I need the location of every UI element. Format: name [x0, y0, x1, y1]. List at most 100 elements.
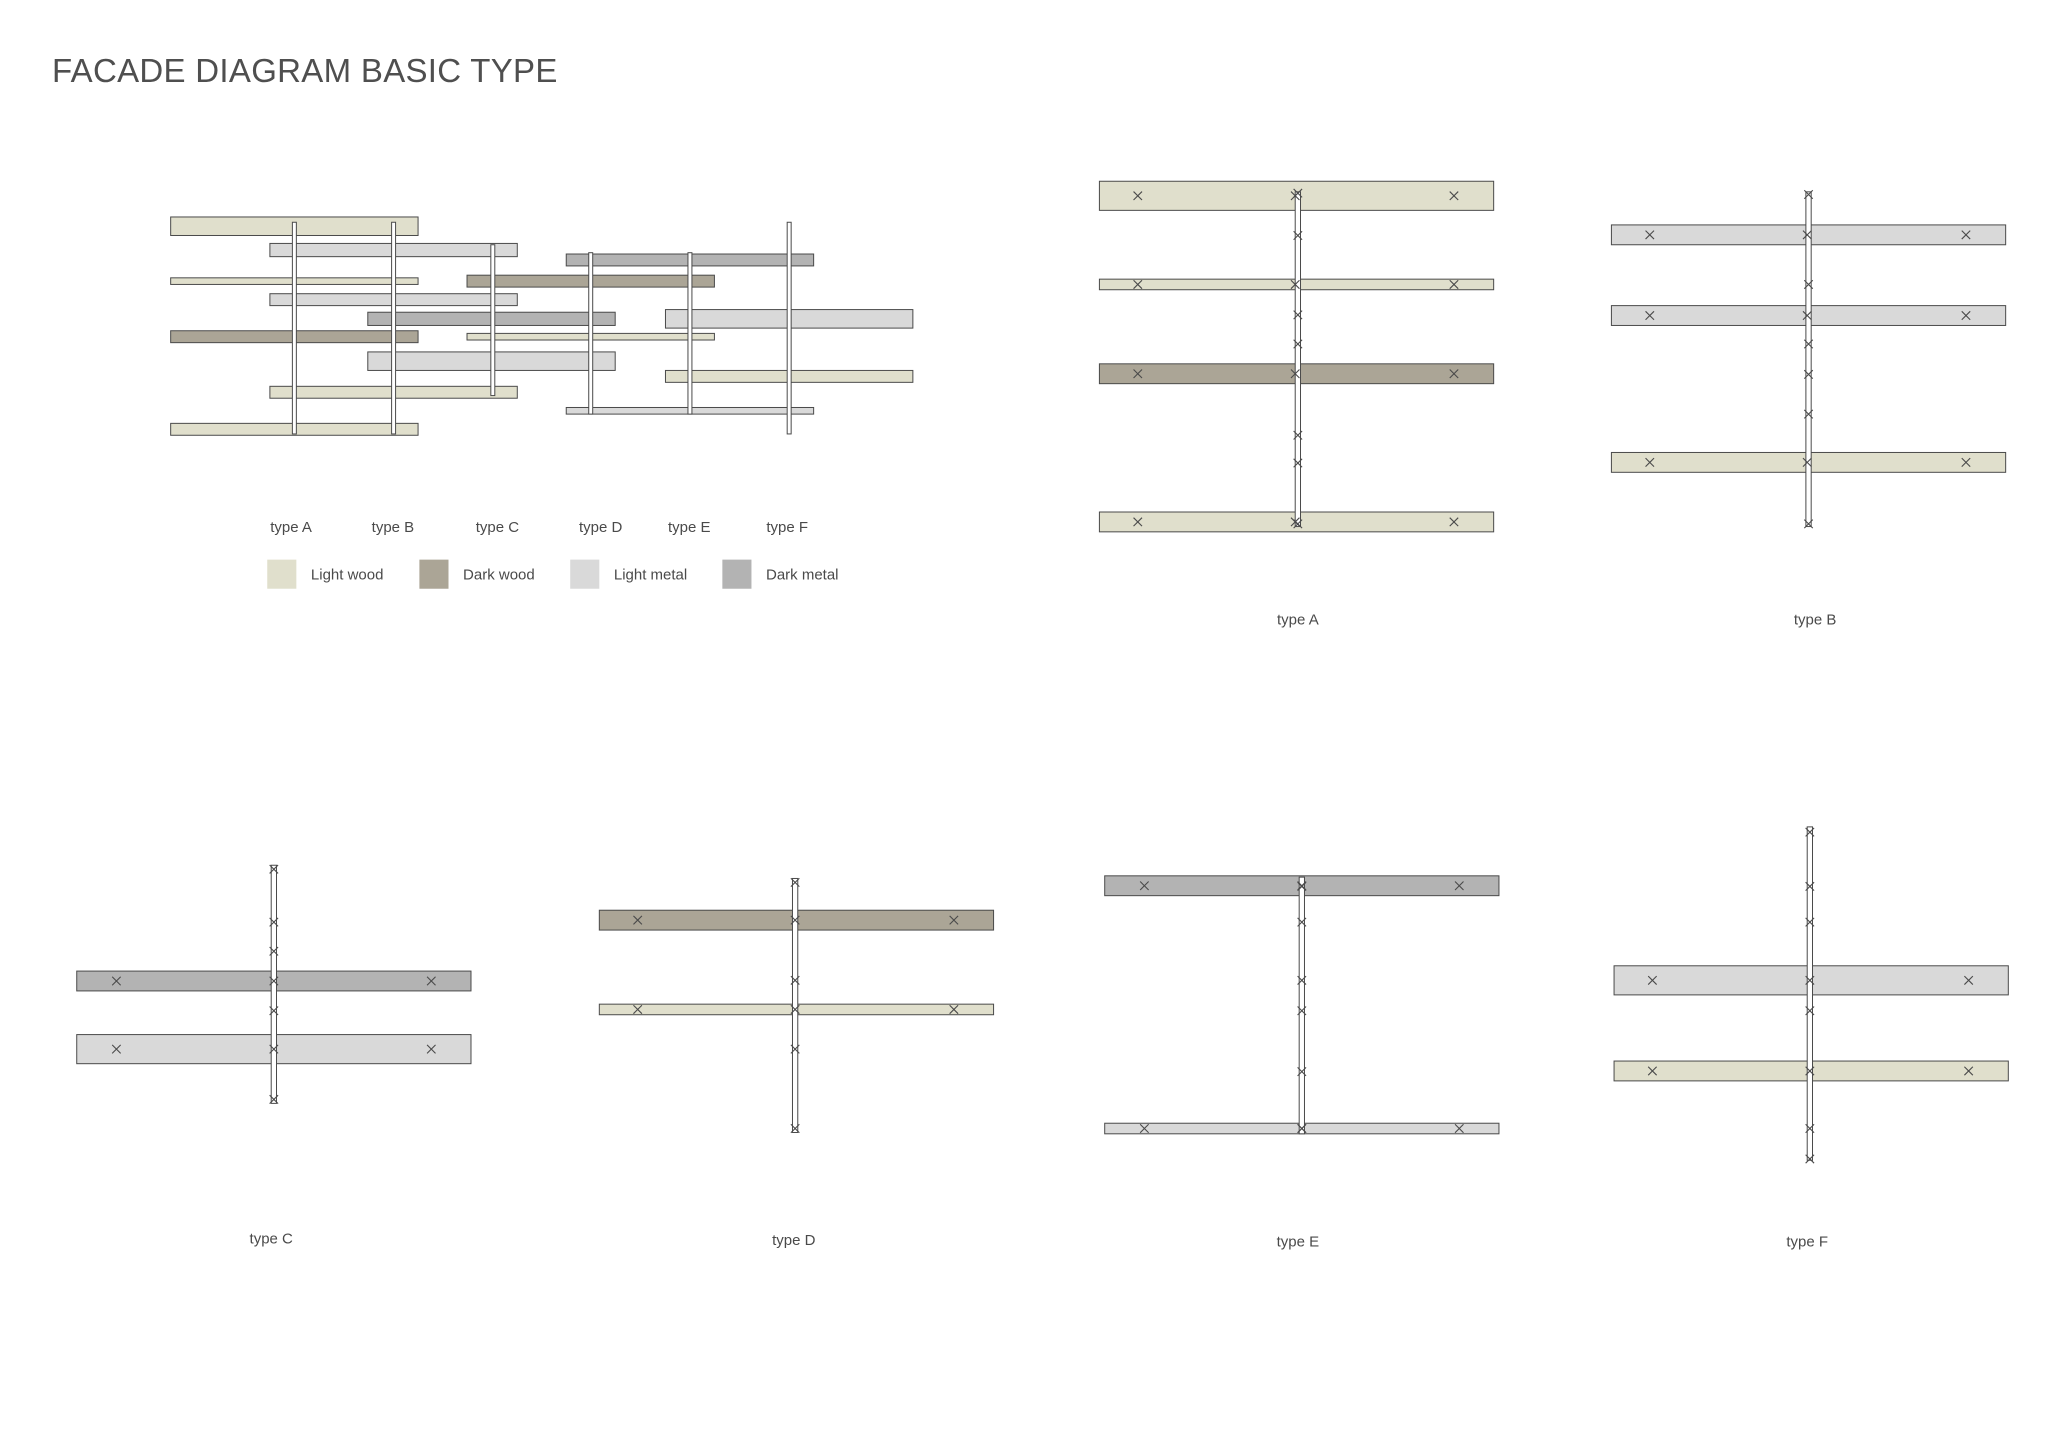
fastener-x-mark — [1133, 369, 1143, 379]
fastener-x-mark — [1293, 458, 1303, 468]
fastener-x-mark — [1645, 457, 1655, 468]
legend-label: Dark wood — [463, 566, 535, 583]
detail-post — [1294, 191, 1302, 528]
overview-type-labels: type A type B type C type D type E type F — [270, 519, 808, 536]
fastener-x-mark — [1802, 310, 1812, 321]
legend-swatch — [570, 559, 600, 589]
fastener-x-mark — [1449, 191, 1459, 201]
overview-post — [687, 252, 693, 415]
fastener-x-mark — [1293, 430, 1303, 440]
fastener-x-mark — [1133, 279, 1143, 290]
fastener-x-mark — [1805, 1066, 1815, 1076]
fastener-x-mark — [1647, 1066, 1658, 1076]
fastener-x-mark — [1454, 881, 1464, 891]
detail-type-b: type B — [1610, 189, 2007, 628]
fastener-x-mark — [269, 976, 279, 986]
legend-item-light-metal: Light metal — [570, 559, 687, 589]
fastener-x-mark — [269, 1044, 279, 1054]
fastener-x-mark — [1449, 369, 1459, 379]
fastener-x-mark — [1293, 230, 1303, 241]
page-title: FACADE DIAGRAM BASIC TYPE — [52, 52, 558, 89]
detail-type-label: type D — [772, 1232, 816, 1249]
overview-post — [786, 221, 792, 435]
fastener-x-mark — [1803, 409, 1814, 419]
legend-label: Dark metal — [766, 566, 839, 583]
fastener-x-mark — [1449, 279, 1459, 290]
fastener-x-mark — [1645, 310, 1655, 321]
detail-type-label: type F — [1786, 1233, 1828, 1250]
fastener-x-mark — [1449, 517, 1459, 527]
fastener-x-mark — [1805, 917, 1815, 927]
overview-diagram — [170, 216, 914, 436]
fastener-x-mark — [949, 1004, 959, 1015]
detail-type-d: type D — [598, 877, 995, 1249]
fastener-x-mark — [1139, 881, 1150, 891]
fastener-x-mark — [1961, 457, 1971, 468]
detail-type-label: type C — [250, 1231, 294, 1248]
overview-type-label: type E — [668, 519, 711, 536]
fastener-x-mark — [1802, 230, 1812, 240]
legend-item-dark-metal: Dark metal — [722, 559, 839, 589]
fastener-x-mark — [1963, 975, 1974, 985]
fastener-x-mark — [1647, 975, 1658, 985]
fastener-x-mark — [1290, 279, 1300, 290]
fastener-x-mark — [1297, 1123, 1307, 1134]
fastener-x-mark — [1297, 917, 1307, 927]
fastener-x-mark — [1802, 457, 1812, 468]
fastener-x-mark — [1805, 1123, 1815, 1134]
fastener-x-mark — [790, 975, 800, 985]
fastener-x-mark — [1803, 519, 1814, 529]
fastener-x-mark — [1803, 189, 1814, 200]
fastener-x-mark — [111, 976, 122, 986]
fastener-x-mark — [269, 917, 279, 927]
fastener-x-mark — [1133, 191, 1143, 201]
fastener-x-mark — [269, 1094, 279, 1105]
fastener-x-mark — [1297, 881, 1307, 892]
detail-type-e: type E — [1104, 875, 1500, 1250]
fastener-x-mark — [790, 915, 800, 925]
fastener-x-mark — [269, 1006, 279, 1016]
fastener-x-mark — [1293, 339, 1303, 349]
fastener-x-mark — [1454, 1123, 1464, 1134]
fastener-x-mark — [269, 864, 279, 874]
fastener-x-mark — [1293, 310, 1303, 320]
fastener-x-mark — [1297, 975, 1307, 985]
overview-post — [588, 252, 594, 415]
fastener-x-mark — [790, 1004, 800, 1015]
fastener-x-mark — [269, 946, 279, 956]
fastener-x-mark — [1805, 1006, 1815, 1016]
detail-post — [1805, 191, 1812, 528]
overview-type-label: type F — [766, 519, 808, 536]
fastener-x-mark — [1290, 369, 1300, 379]
overview-post — [490, 244, 496, 397]
overview-type-label: type D — [579, 519, 623, 536]
fastener-x-mark — [1293, 519, 1303, 529]
detail-type-label: type B — [1794, 611, 1837, 628]
fastener-x-mark — [790, 1123, 800, 1134]
fastener-x-mark — [1803, 339, 1814, 349]
fastener-x-mark — [633, 1004, 643, 1015]
fastener-x-mark — [1293, 188, 1303, 198]
fastener-x-mark — [1805, 1154, 1815, 1164]
fastener-x-mark — [1961, 310, 1971, 321]
overview-type-label: type C — [476, 519, 520, 536]
fastener-x-mark — [426, 1044, 436, 1054]
fastener-x-mark — [426, 976, 436, 986]
fastener-x-mark — [111, 1044, 122, 1054]
fastener-x-mark — [1297, 1067, 1307, 1077]
detail-post — [1806, 826, 1814, 1161]
legend-swatch — [722, 559, 752, 589]
overview-post — [291, 221, 297, 435]
overview-type-label: type B — [372, 519, 415, 536]
fastener-x-mark — [1805, 975, 1815, 985]
detail-type-label: type A — [1277, 611, 1319, 628]
fastener-x-mark — [790, 1044, 800, 1054]
detail-type-c: type C — [76, 864, 472, 1248]
fastener-x-mark — [1803, 369, 1814, 380]
detail-post — [791, 877, 799, 1133]
detail-type-a: type A — [1098, 180, 1495, 628]
fastener-x-mark — [1963, 1066, 1974, 1076]
fastener-x-mark — [1297, 1006, 1307, 1016]
